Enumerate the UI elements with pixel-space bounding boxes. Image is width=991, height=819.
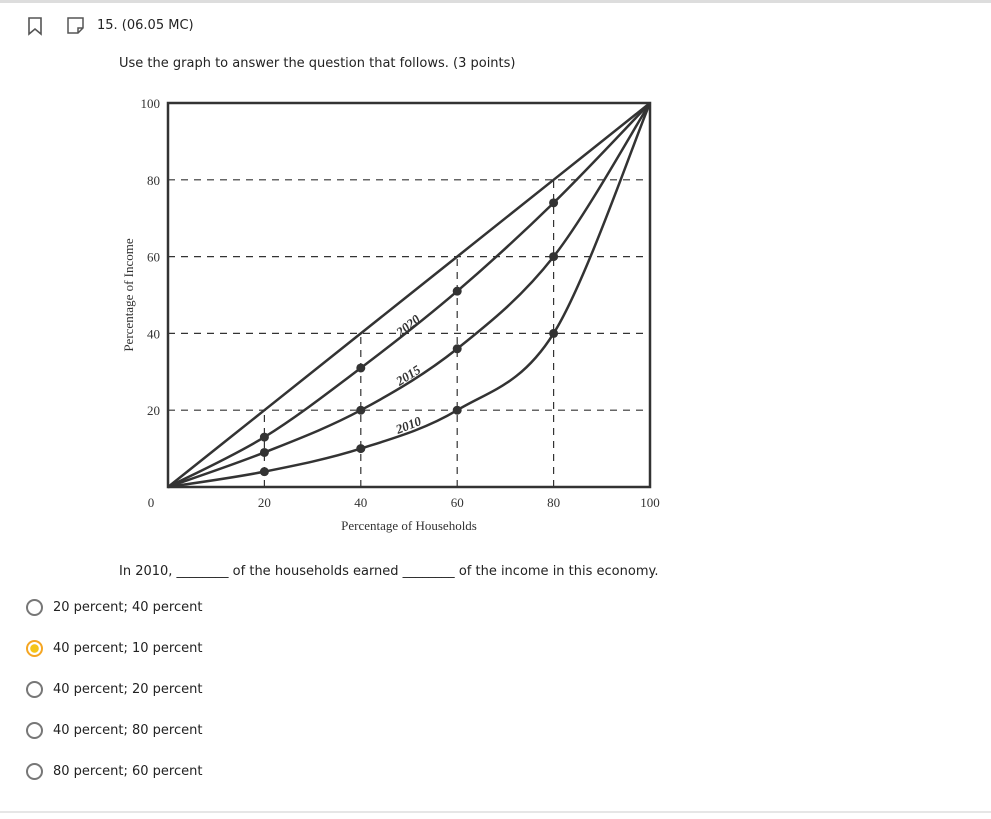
- data-point: [549, 328, 559, 338]
- x-tick-label: 60: [451, 495, 464, 510]
- y-axis-label: Percentage of Income: [121, 238, 136, 352]
- y-tick-label: 40: [147, 326, 160, 341]
- y-tick-label: 80: [147, 173, 160, 188]
- x-axis-label: Percentage of Households: [341, 518, 477, 533]
- data-point: [356, 363, 366, 373]
- data-point: [452, 344, 462, 354]
- series-line: [167, 102, 652, 489]
- data-point: [549, 198, 559, 208]
- x-tick-label: 20: [258, 495, 271, 510]
- y-tick-label: 100: [141, 96, 161, 111]
- instruction: Use the graph to answer the question tha…: [119, 56, 516, 71]
- note-icon[interactable]: [66, 16, 86, 36]
- option-text[interactable]: 40 percent; 80 percent: [53, 722, 203, 738]
- question-number: 15. (06.05 MC): [97, 18, 194, 33]
- radio-button[interactable]: [26, 598, 43, 616]
- y-tick-label: 20: [147, 403, 160, 418]
- x-tick-label: 80: [547, 495, 560, 510]
- x-tick-label: 40: [354, 495, 367, 510]
- data-point: [452, 286, 462, 296]
- data-point: [259, 467, 269, 477]
- series-line: [167, 102, 651, 488]
- x-tick-label: 100: [640, 495, 660, 510]
- option[interactable]: 40 percent; 10 percent: [26, 638, 202, 658]
- data-point: [259, 447, 269, 457]
- radio-button[interactable]: [26, 762, 43, 780]
- chart: 20 40 60 80 100 0 20 40 60 80 100 Percentage of Hou…: [110, 95, 670, 540]
- bottom-border: [0, 811, 991, 813]
- prompt: In 2010, ________ of the households earn…: [119, 564, 659, 579]
- y-tick-label: 60: [147, 250, 160, 265]
- option[interactable]: 80 percent; 60 percent: [26, 761, 202, 781]
- option[interactable]: 40 percent; 80 percent: [26, 720, 202, 740]
- bookmark-icon[interactable]: [27, 16, 43, 36]
- radio-button[interactable]: [26, 680, 43, 698]
- chart-background: [110, 95, 670, 540]
- radio-button[interactable]: [26, 721, 43, 739]
- option-text[interactable]: 20 percent; 40 percent: [53, 599, 203, 615]
- option[interactable]: 40 percent; 20 percent: [26, 679, 202, 699]
- data-point: [549, 252, 559, 262]
- radio-button[interactable]: [26, 639, 43, 657]
- option-text[interactable]: 40 percent; 20 percent: [53, 681, 203, 697]
- plot-frame: [166, 101, 652, 489]
- top-border: [0, 0, 991, 3]
- option-text[interactable]: 80 percent; 60 percent: [53, 763, 203, 779]
- data-point: [356, 444, 366, 454]
- data-point: [356, 405, 366, 415]
- x-tick-label: 0: [148, 495, 155, 510]
- option[interactable]: 20 percent; 40 percent: [26, 597, 202, 617]
- data-point: [452, 405, 462, 415]
- data-point: [259, 432, 269, 442]
- series-line: [167, 102, 651, 489]
- option-text[interactable]: 40 percent; 10 percent: [53, 640, 203, 656]
